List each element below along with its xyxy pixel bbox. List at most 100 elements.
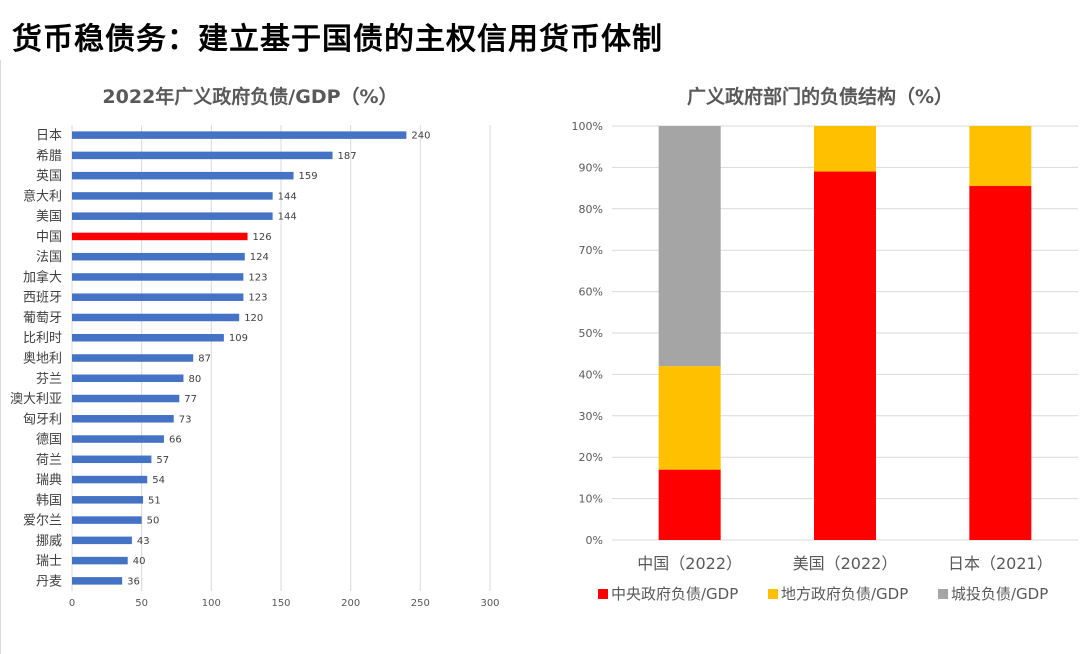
left-x-tick-4: 200 bbox=[341, 598, 360, 609]
right-category-label-1: 美国（2022） bbox=[793, 554, 898, 573]
left-value-label-6: 124 bbox=[250, 252, 269, 263]
right-y-tick-2: 20% bbox=[579, 451, 603, 464]
left-bar-22 bbox=[72, 577, 123, 585]
right-bar-2-seg-1 bbox=[969, 126, 1032, 187]
left-category-label-17: 瑞典 bbox=[36, 473, 62, 488]
right-bar-0-seg-1 bbox=[658, 366, 721, 470]
left-x-tick-5: 250 bbox=[411, 598, 430, 609]
left-category-labels: 日本希腊英国意大利美国中国法国加拿大西班牙葡萄牙比利时奥地利芬兰澳大利亚匈牙利德… bbox=[10, 129, 62, 590]
left-category-label-8: 西班牙 bbox=[23, 291, 62, 306]
page-title: 货币稳债务：建立基于国债的主权信用货币体制 bbox=[12, 22, 663, 57]
left-category-label-0: 日本 bbox=[36, 129, 62, 144]
right-bar-0-seg-0 bbox=[658, 469, 721, 540]
left-value-label-10: 109 bbox=[229, 333, 248, 344]
left-value-label-0: 240 bbox=[411, 131, 430, 142]
left-bar-7 bbox=[72, 273, 244, 281]
left-value-label-9: 120 bbox=[244, 313, 263, 324]
left-category-label-1: 希腊 bbox=[36, 149, 62, 164]
right-y-tick-7: 70% bbox=[579, 244, 603, 257]
right-bar-0-seg-2 bbox=[658, 126, 721, 367]
left-category-label-4: 美国 bbox=[36, 210, 62, 225]
left-value-label-7: 123 bbox=[248, 272, 267, 283]
left-value-label-13: 77 bbox=[184, 394, 197, 405]
left-x-tick-1: 50 bbox=[135, 598, 148, 609]
left-value-label-12: 80 bbox=[188, 374, 201, 385]
left-value-label-14: 73 bbox=[179, 414, 192, 425]
left-category-label-3: 意大利 bbox=[23, 188, 62, 204]
right-legend-swatch-2 bbox=[938, 589, 948, 599]
left-bar-chart: 2022年广义政府负债/GDP（%） 日本希腊英国意大利美国中国法国加拿大西班牙… bbox=[10, 85, 500, 609]
left-value-label-15: 66 bbox=[169, 435, 182, 446]
right-legend-label-0: 中央政府负债/GDP bbox=[611, 585, 738, 603]
left-bar-18 bbox=[72, 496, 144, 504]
left-bar-16 bbox=[72, 455, 152, 464]
right-y-tick-9: 90% bbox=[579, 161, 603, 174]
left-category-label-2: 英国 bbox=[36, 169, 62, 184]
left-bar-9 bbox=[72, 313, 240, 322]
left-value-label-1: 187 bbox=[338, 151, 357, 162]
left-category-label-20: 挪威 bbox=[36, 534, 62, 549]
left-value-label-20: 43 bbox=[137, 536, 150, 547]
right-legend-swatch-0 bbox=[598, 589, 608, 599]
left-bars bbox=[72, 131, 407, 585]
left-bar-21 bbox=[72, 556, 128, 565]
left-category-label-10: 比利时 bbox=[23, 331, 62, 346]
right-legend: 中央政府负债/GDP 地方政府负债/GDP 城投负债/GDP bbox=[598, 585, 1048, 603]
left-bar-15 bbox=[72, 435, 164, 443]
left-category-label-14: 匈牙利 bbox=[23, 412, 62, 427]
left-bar-6 bbox=[72, 252, 245, 261]
left-value-label-19: 50 bbox=[147, 516, 160, 527]
left-bar-0 bbox=[72, 131, 407, 139]
left-category-label-15: 德国 bbox=[36, 433, 62, 448]
left-x-tick-2: 100 bbox=[202, 598, 221, 609]
right-stacked-bars bbox=[658, 126, 1032, 541]
right-legend-swatch-1 bbox=[768, 589, 778, 599]
left-bar-4 bbox=[72, 212, 273, 220]
left-value-label-5: 126 bbox=[253, 232, 272, 243]
left-category-label-13: 澳大利亚 bbox=[10, 391, 62, 407]
left-bar-17 bbox=[72, 475, 148, 484]
left-bar-5 bbox=[72, 232, 248, 241]
right-y-tick-10: 100% bbox=[572, 120, 603, 133]
left-category-label-22: 丹麦 bbox=[36, 574, 62, 589]
right-y-tick-6: 60% bbox=[579, 286, 603, 299]
right-y-tick-0: 0% bbox=[586, 534, 603, 547]
right-y-tick-8: 80% bbox=[579, 203, 603, 216]
left-value-label-4: 144 bbox=[278, 212, 297, 223]
right-bar-1-seg-0 bbox=[814, 171, 876, 541]
left-border-line bbox=[0, 60, 1, 654]
left-category-label-19: 爱尔兰 bbox=[23, 514, 62, 529]
left-bar-2 bbox=[72, 171, 294, 180]
left-bar-11 bbox=[72, 354, 194, 362]
left-category-label-7: 加拿大 bbox=[23, 269, 62, 285]
left-x-tick-labels: 0 50 100 150 200 250 300 bbox=[69, 598, 500, 609]
right-y-tick-4: 40% bbox=[579, 368, 603, 381]
left-category-label-11: 奥地利 bbox=[23, 352, 62, 367]
left-gridlines bbox=[71, 125, 491, 591]
left-category-label-5: 中国 bbox=[36, 230, 62, 245]
left-bar-1 bbox=[72, 151, 333, 160]
left-value-label-8: 123 bbox=[248, 293, 267, 304]
left-x-tick-3: 150 bbox=[271, 598, 290, 609]
right-bar-1-seg-1 bbox=[814, 126, 876, 172]
left-category-label-6: 法国 bbox=[36, 250, 62, 265]
left-category-label-16: 荷兰 bbox=[36, 453, 62, 468]
right-legend-label-2: 城投负债/GDP bbox=[951, 585, 1048, 603]
right-category-labels: 中国（2022） 美国（2022） 日本（2021） bbox=[637, 554, 1052, 573]
left-x-tick-0: 0 bbox=[69, 598, 75, 609]
right-category-label-2: 日本（2021） bbox=[948, 554, 1053, 573]
left-bar-19 bbox=[72, 516, 142, 524]
left-chart-title: 2022年广义政府负债/GDP（%） bbox=[102, 85, 397, 108]
left-bar-14 bbox=[72, 415, 174, 423]
left-category-label-21: 瑞士 bbox=[36, 554, 62, 569]
left-value-label-22: 36 bbox=[127, 576, 140, 587]
left-value-labels: 2401871591441441261241231231201098780777… bbox=[127, 131, 430, 588]
left-value-label-2: 159 bbox=[299, 171, 318, 182]
left-value-label-11: 87 bbox=[198, 354, 211, 365]
left-value-label-16: 57 bbox=[156, 455, 169, 466]
left-category-label-9: 葡萄牙 bbox=[23, 311, 62, 326]
left-bar-3 bbox=[72, 192, 273, 200]
left-value-label-18: 51 bbox=[148, 495, 161, 506]
right-legend-label-1: 地方政府负债/GDP bbox=[781, 585, 908, 603]
